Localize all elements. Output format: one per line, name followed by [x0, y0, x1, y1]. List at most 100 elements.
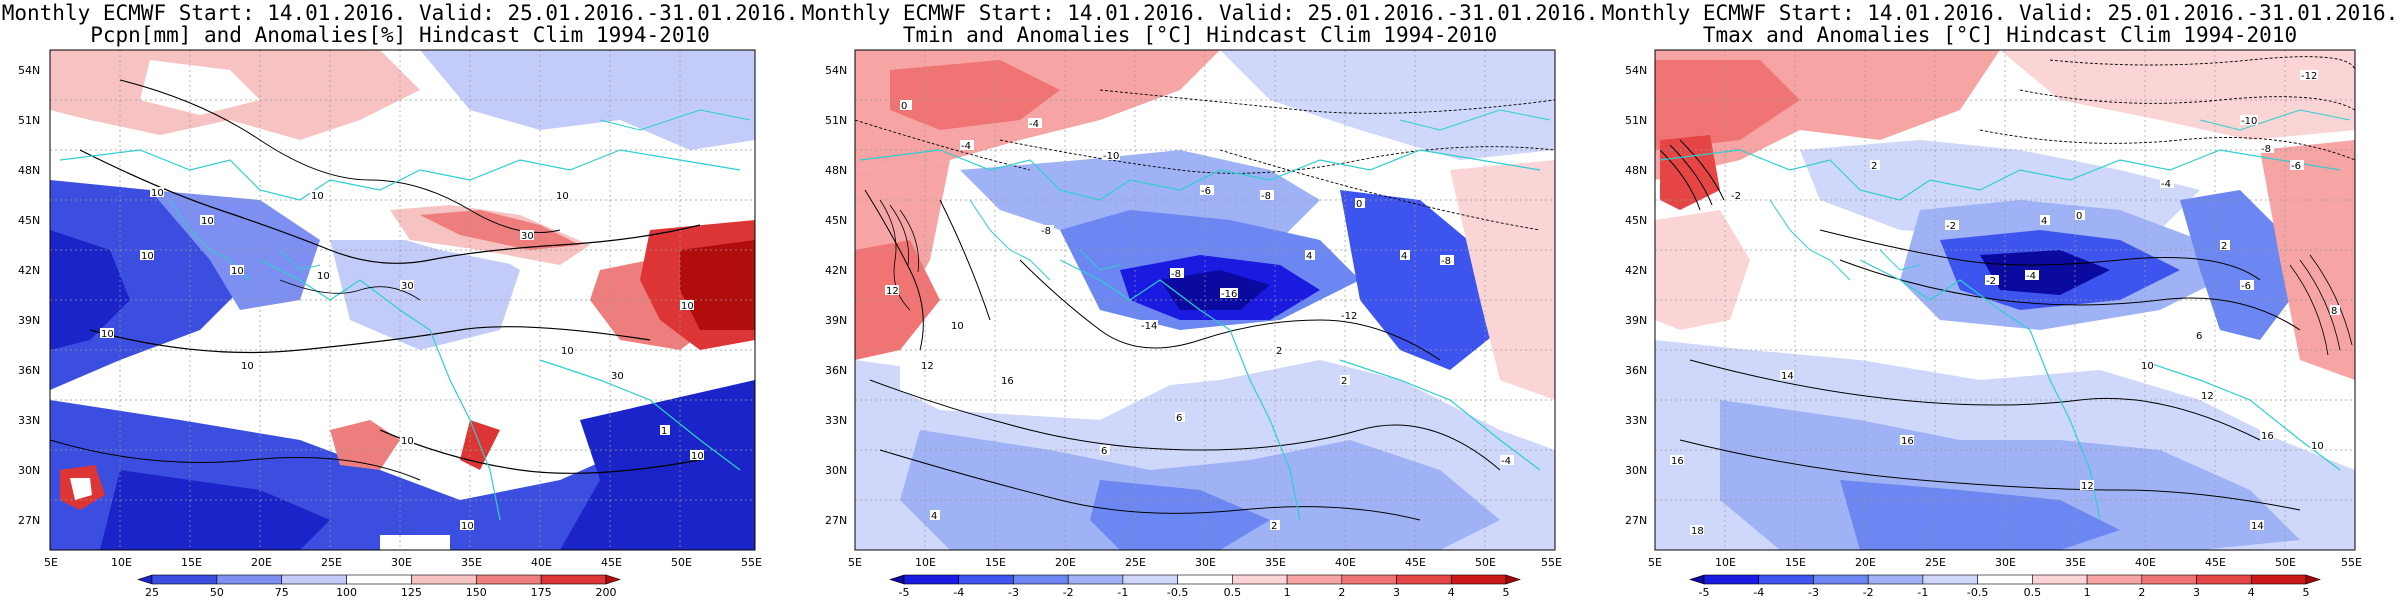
- panel-title-line1: Monthly ECMWF Start: 14.01.2016. Valid: …: [1, 1, 799, 25]
- svg-text:20E: 20E: [1055, 556, 1076, 569]
- lon-axis-labels: 5E 10E 15E 20E 25E 30E 35E 40E 45E 50E 5…: [1648, 556, 2362, 569]
- svg-text:35E: 35E: [1265, 556, 1286, 569]
- precip-map: 10 10 10 10 10 10 10 10 10 10 10 30 30 3…: [18, 49, 762, 599]
- colorbar-label: 50: [210, 586, 224, 599]
- svg-text:15E: 15E: [181, 556, 202, 569]
- colorbar-label: 25: [145, 586, 159, 599]
- colorbar-label: -1: [1117, 586, 1128, 599]
- svg-text:6: 6: [1176, 413, 1182, 424]
- svg-text:12: 12: [921, 361, 934, 372]
- colorbar-segment: [1703, 574, 1760, 585]
- lat-axis-labels: 54N 51N 48N 45N 42N 39N 36N 33N 30N 27N: [18, 64, 40, 527]
- colorbar-label: 125: [401, 586, 422, 599]
- svg-text:18: 18: [1691, 526, 1704, 537]
- svg-text:-2: -2: [1986, 276, 1996, 287]
- panel-title-line1: Monthly ECMWF Start: 14.01.2016. Valid: …: [801, 1, 1599, 25]
- colorbar-segment: [1396, 574, 1452, 585]
- svg-text:42N: 42N: [1625, 264, 1647, 277]
- svg-text:10: 10: [317, 271, 330, 282]
- svg-text:51N: 51N: [825, 114, 847, 127]
- contour-labels: -12 -10 -8 -6 -4 -2 2 0 4 -2 -4 -6 2 6 1…: [1670, 70, 2340, 537]
- contour-labels: 10 10 10 10 10 10 10 10 10 10 10 30 30 3…: [100, 187, 704, 532]
- tmax-panel: Monthly ECMWF Start: 14.01.2016. Valid: …: [1600, 0, 2400, 600]
- svg-text:10: 10: [2311, 441, 2324, 452]
- svg-text:48N: 48N: [18, 164, 40, 177]
- svg-text:-6: -6: [2291, 161, 2301, 172]
- colorbar-segment: [1977, 574, 2033, 585]
- svg-text:27N: 27N: [18, 514, 40, 527]
- colorbar-label: 5: [2303, 586, 2310, 599]
- svg-text:42N: 42N: [18, 264, 40, 277]
- svg-text:10: 10: [241, 361, 254, 372]
- colorbar-segment: [346, 574, 412, 585]
- svg-text:10: 10: [141, 251, 154, 262]
- svg-text:42N: 42N: [825, 264, 847, 277]
- svg-text:45E: 45E: [601, 556, 622, 569]
- colorbar-segment: [1286, 574, 1343, 585]
- lat-axis-labels: 54N 51N 48N 45N 42N 39N 36N 33N 30N 27N: [1625, 64, 1647, 527]
- colorbar-segment: [1177, 574, 1233, 585]
- svg-text:40E: 40E: [531, 556, 552, 569]
- precip-panel: Monthly ECMWF Start: 14.01.2016. Valid: …: [0, 0, 800, 600]
- colorbar-segment: [1758, 574, 1814, 585]
- colorbar-label: 1: [2084, 586, 2091, 599]
- colorbar-label: 3: [1393, 586, 1400, 599]
- svg-text:10E: 10E: [111, 556, 132, 569]
- svg-text:-6: -6: [1201, 186, 1211, 197]
- svg-text:2: 2: [1276, 346, 1282, 357]
- svg-text:10: 10: [151, 188, 164, 199]
- svg-text:5E: 5E: [1648, 556, 1662, 569]
- colorbar-segment: [1232, 574, 1288, 585]
- tmax-map: -12 -10 -8 -6 -4 -2 2 0 4 -2 -4 -6 2 6 1…: [1625, 49, 2362, 599]
- svg-text:4: 4: [1306, 251, 1312, 262]
- panel-title-line2: Tmax and Anomalies [°C] Hindcast Clim 19…: [1702, 23, 2298, 47]
- svg-text:16: 16: [1001, 376, 1014, 387]
- colorbar-label: -5: [899, 586, 910, 599]
- colorbar-segment: [2086, 574, 2143, 585]
- svg-text:2: 2: [1271, 521, 1277, 532]
- svg-text:10: 10: [101, 329, 114, 340]
- svg-text:30E: 30E: [391, 556, 412, 569]
- svg-text:30N: 30N: [18, 464, 40, 477]
- svg-text:-6: -6: [2241, 281, 2251, 292]
- svg-text:0: 0: [901, 101, 907, 112]
- svg-text:-4: -4: [961, 141, 971, 152]
- colorbar-segment: [1505, 574, 1521, 585]
- svg-text:25E: 25E: [321, 556, 342, 569]
- tmin-map: 0 -4 -4 -10 -6 -8 -8 -8 -16 -14 -12 4 2 …: [825, 49, 1562, 599]
- svg-text:14: 14: [1781, 371, 1794, 382]
- colorbar-segment: [1689, 574, 1705, 585]
- svg-text:30: 30: [401, 281, 414, 292]
- svg-text:33N: 33N: [18, 414, 40, 427]
- colorbar-label: 150: [466, 586, 487, 599]
- svg-text:54N: 54N: [825, 64, 847, 77]
- lon-axis-labels: 5E 10E 15E 20E 25E 30E 35E 40E 45E 50E 5…: [44, 556, 762, 569]
- colorbar-segment: [889, 574, 905, 585]
- svg-text:-10: -10: [1103, 151, 1119, 162]
- svg-text:-2: -2: [1731, 191, 1741, 202]
- colorbar-label: 2: [1338, 586, 1345, 599]
- colorbar-segment: [2032, 574, 2088, 585]
- svg-text:12: 12: [2081, 481, 2094, 492]
- svg-text:54N: 54N: [1625, 64, 1647, 77]
- colorbar-label: 2: [2138, 586, 2145, 599]
- svg-text:30: 30: [611, 371, 624, 382]
- colorbar-label: -0.5: [1167, 586, 1188, 599]
- svg-text:12: 12: [2201, 391, 2214, 402]
- svg-text:12: 12: [886, 286, 899, 297]
- svg-text:20E: 20E: [1855, 556, 1876, 569]
- colorbar-segment: [216, 574, 283, 585]
- tmin-colorbar: -5 -4 -3 -2 -1 -0.5 0.5 1 2 3 4 5: [889, 574, 1521, 599]
- svg-text:-16: -16: [1221, 289, 1237, 300]
- colorbar-segment: [281, 574, 347, 585]
- svg-text:10: 10: [231, 266, 244, 277]
- svg-text:36N: 36N: [18, 364, 40, 377]
- colorbar-label: -2: [1863, 586, 1874, 599]
- svg-text:10: 10: [951, 321, 964, 332]
- colorbar-label: 100: [336, 586, 357, 599]
- svg-text:36N: 36N: [1625, 364, 1647, 377]
- colorbar-segment: [1450, 574, 1507, 585]
- svg-text:-14: -14: [1141, 321, 1157, 332]
- precip-colorbar: 25 50 75 100 125 150 175 200: [137, 574, 621, 599]
- colorbar-segment: [411, 574, 477, 585]
